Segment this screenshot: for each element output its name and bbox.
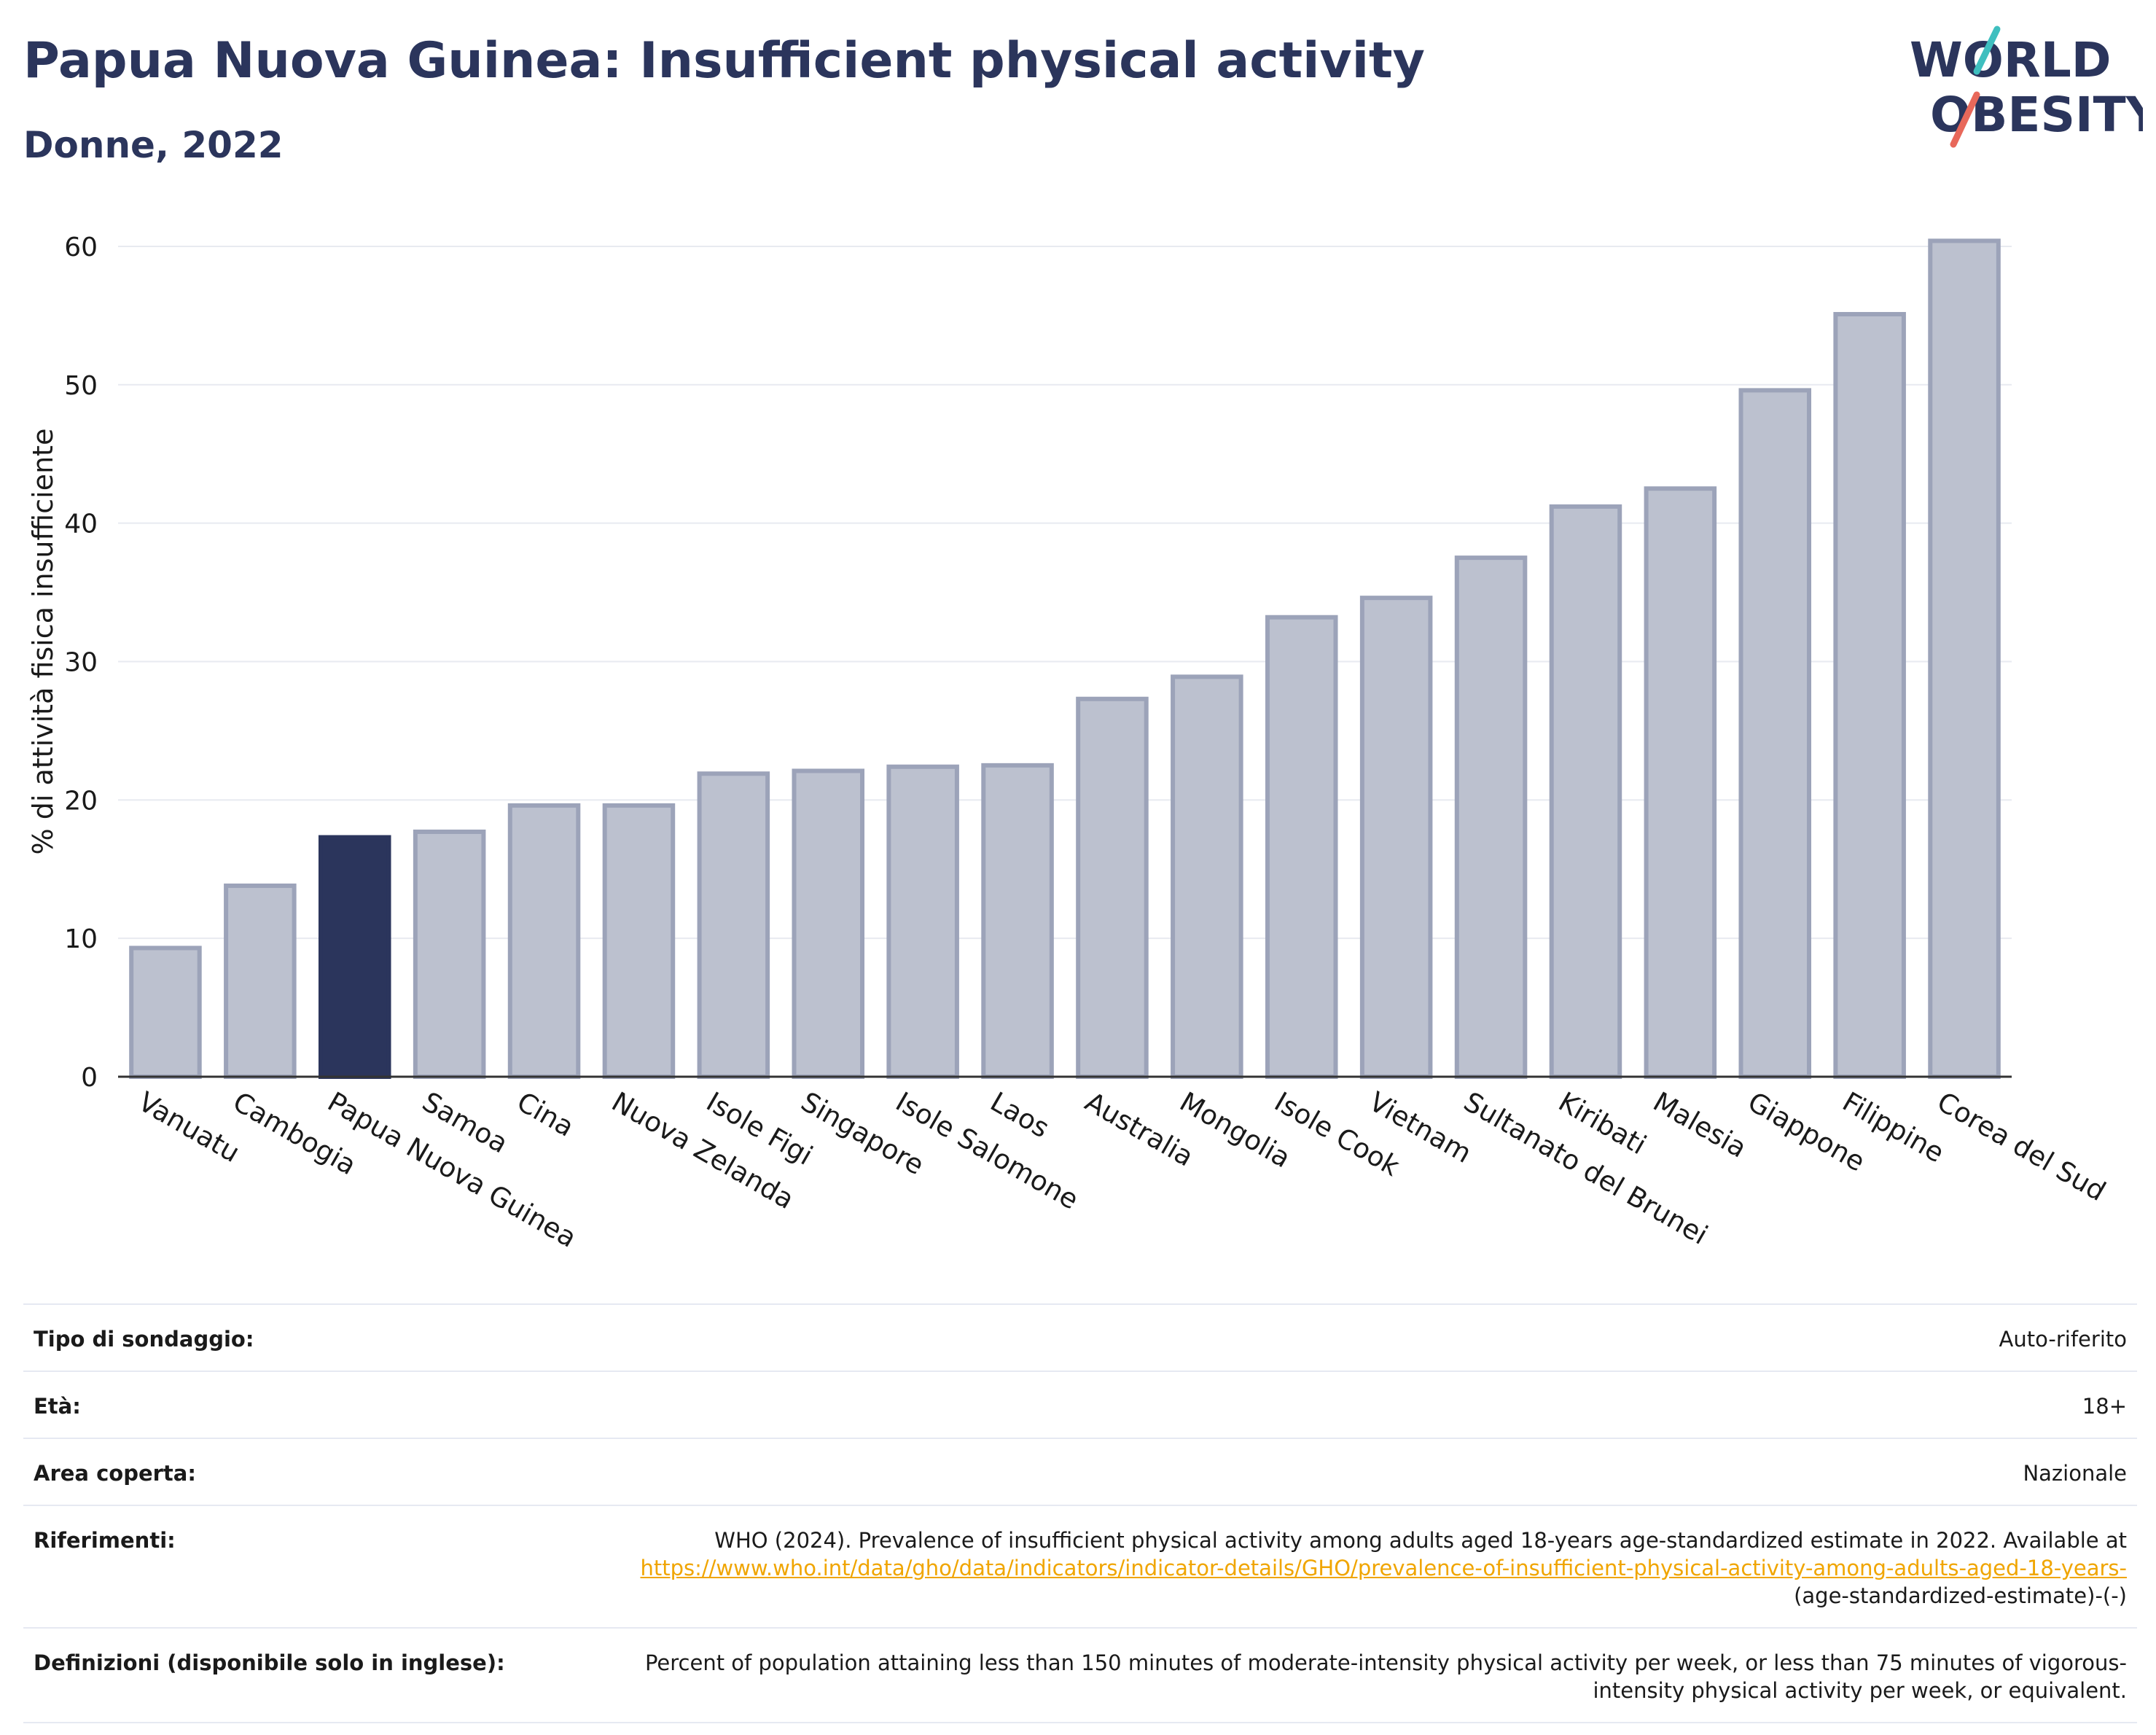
- logo-teal-slash: [1973, 26, 2001, 75]
- bar: [792, 768, 865, 1079]
- bar: [602, 803, 676, 1079]
- info-label: Riferimenti:: [23, 1505, 587, 1628]
- x-tick-label: Laos: [985, 1086, 1055, 1145]
- info-value: Nazionale: [587, 1438, 2137, 1505]
- info-value: Auto-riferito: [587, 1303, 2137, 1371]
- bar: [1359, 596, 1433, 1079]
- reference-text: WHO (2024). Prevalence of insufficient p…: [714, 1528, 2127, 1553]
- bar: [1171, 674, 1243, 1079]
- x-tick-label: Malesia: [1648, 1086, 1752, 1164]
- info-value: 18+: [587, 1371, 2137, 1438]
- bar: [413, 829, 486, 1079]
- gridlines: [118, 245, 2012, 940]
- info-row-area: Area coperta: Nazionale: [23, 1438, 2137, 1505]
- info-value: Percent of population attaining less tha…: [587, 1627, 2137, 1723]
- chart-subtitle: Donne, 2022: [23, 124, 284, 166]
- bar: [1454, 555, 1528, 1079]
- logo-line1: WORLD: [1910, 32, 2112, 88]
- logo-coral-slash: [1950, 91, 1980, 148]
- world-obesity-logo: WORLD OBESITY: [1910, 26, 2143, 148]
- y-tick-label: 30: [64, 647, 98, 677]
- chart-title: Papua Nuova Guinea: Insufficient physica…: [23, 32, 1425, 90]
- info-label: Età:: [23, 1371, 587, 1438]
- bar: [1076, 696, 1149, 1079]
- bar: [1549, 504, 1622, 1079]
- info-row-references: Riferimenti: WHO (2024). Prevalence of i…: [23, 1505, 2137, 1628]
- bar: [981, 763, 1054, 1079]
- x-tick-label: Australia: [1079, 1086, 1198, 1173]
- info-row-age: Età: 18+: [23, 1371, 2137, 1438]
- bar: [507, 803, 581, 1079]
- reference-suffix: (age-standardized-estimate)-(-): [1794, 1583, 2127, 1608]
- x-tick-label: Corea del Sud: [1932, 1086, 2112, 1208]
- y-tick-label: 0: [81, 1063, 98, 1093]
- bar: [697, 771, 770, 1079]
- bar: [886, 764, 959, 1079]
- y-tick-labels: 0 10 20 30 40 50 60: [64, 233, 98, 1093]
- y-tick-label: 40: [64, 510, 98, 539]
- info-row-survey-type: Tipo di sondaggio: Auto-riferito: [23, 1303, 2137, 1371]
- reference-link[interactable]: https://www.who.int/data/gho/data/indica…: [640, 1556, 2127, 1580]
- info-row-definitions: Definizioni (disponibile solo in inglese…: [23, 1627, 2137, 1723]
- bar: [1833, 311, 1906, 1079]
- bar: [1738, 388, 1812, 1079]
- metadata-table: Tipo di sondaggio: Auto-riferito Età: 18…: [23, 1303, 2137, 1723]
- y-tick-label: 10: [64, 924, 98, 954]
- bar: [1928, 238, 2001, 1080]
- y-tick-label: 50: [64, 371, 98, 401]
- y-axis-label: % di attività fisica insufficiente: [27, 429, 59, 855]
- x-tick-label: Vanuatu: [133, 1086, 245, 1169]
- bar: [1265, 615, 1338, 1079]
- bar: [224, 884, 297, 1079]
- info-label: Tipo di sondaggio:: [23, 1303, 587, 1371]
- bar: [129, 946, 202, 1079]
- info-label: Definizioni (disponibile solo in inglese…: [23, 1627, 587, 1723]
- info-value: WHO (2024). Prevalence of insufficient p…: [587, 1505, 2137, 1628]
- bars: [129, 238, 2001, 1080]
- bar-highlighted: [318, 835, 391, 1079]
- y-tick-label: 60: [64, 233, 98, 262]
- y-tick-label: 20: [64, 786, 98, 816]
- bar: [1644, 486, 1717, 1079]
- x-tick-label: Cina: [512, 1086, 579, 1143]
- info-label: Area coperta:: [23, 1438, 587, 1505]
